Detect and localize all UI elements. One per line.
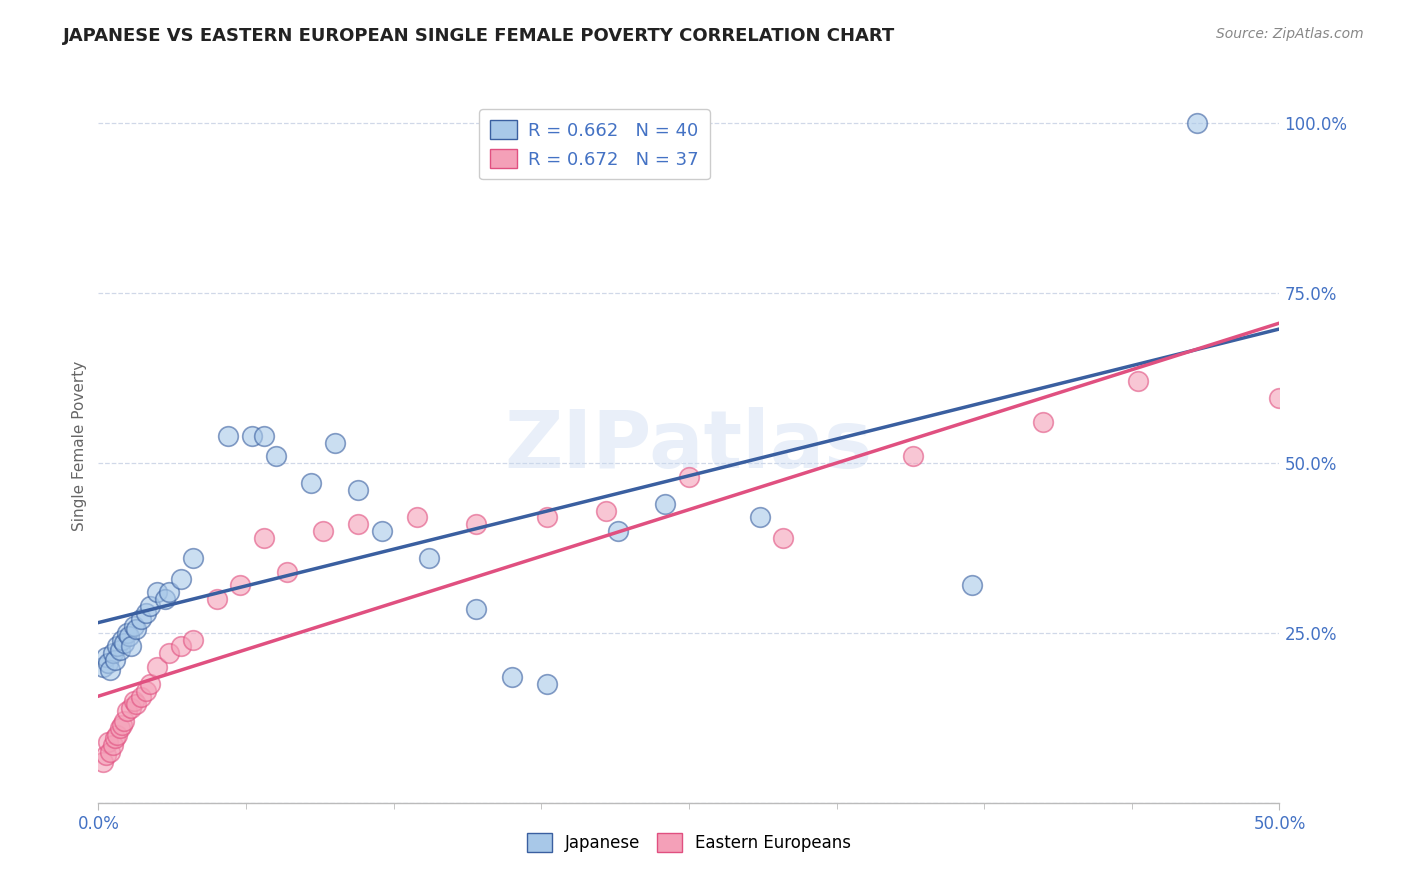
Text: ZIPatlas: ZIPatlas: [505, 407, 873, 485]
Point: [129, 690, 152, 705]
Point: [229, 578, 252, 592]
Point: [91, 755, 114, 769]
Point: [1268, 392, 1291, 406]
Point: [654, 497, 676, 511]
Point: [105, 640, 128, 654]
Point: [122, 619, 145, 633]
Point: [125, 623, 148, 637]
Point: [181, 632, 204, 647]
Legend: Japanese, Eastern Europeans: Japanese, Eastern Europeans: [520, 827, 858, 859]
Point: [595, 503, 617, 517]
Point: [1126, 375, 1149, 389]
Point: [139, 677, 162, 691]
Point: [465, 517, 488, 532]
Point: [772, 531, 794, 545]
Point: [347, 483, 370, 498]
Point: [1032, 415, 1054, 429]
Point: [135, 683, 157, 698]
Point: [347, 517, 370, 532]
Point: [115, 704, 138, 718]
Point: [108, 643, 131, 657]
Text: JAPANESE VS EASTERN EUROPEAN SINGLE FEMALE POVERTY CORRELATION CHART: JAPANESE VS EASTERN EUROPEAN SINGLE FEMA…: [63, 27, 896, 45]
Point: [115, 626, 138, 640]
Point: [157, 585, 180, 599]
Point: [112, 636, 135, 650]
Point: [406, 510, 429, 524]
Point: [1185, 116, 1208, 130]
Point: [418, 551, 440, 566]
Point: [139, 599, 162, 613]
Point: [170, 572, 193, 586]
Point: [146, 660, 169, 674]
Point: [104, 731, 127, 746]
Point: [98, 663, 121, 677]
Point: [111, 717, 134, 731]
Point: [276, 565, 298, 579]
Point: [217, 429, 239, 443]
Point: [253, 429, 276, 443]
Point: [170, 640, 193, 654]
Point: [125, 698, 148, 712]
Point: [118, 629, 141, 643]
Point: [94, 649, 117, 664]
Point: [501, 670, 523, 684]
Point: [129, 612, 152, 626]
Point: [465, 602, 488, 616]
Y-axis label: Single Female Poverty: Single Female Poverty: [72, 361, 87, 531]
Point: [371, 524, 394, 538]
Point: [122, 694, 145, 708]
Point: [240, 429, 263, 443]
Point: [101, 646, 124, 660]
Point: [323, 435, 346, 450]
Point: [94, 748, 117, 763]
Point: [121, 640, 143, 654]
Point: [748, 510, 770, 524]
Point: [105, 728, 128, 742]
Point: [678, 469, 700, 483]
Point: [312, 524, 335, 538]
Point: [536, 677, 558, 691]
Point: [121, 700, 143, 714]
Point: [181, 551, 204, 566]
Point: [253, 531, 276, 545]
Point: [157, 646, 180, 660]
Point: [104, 653, 127, 667]
Point: [299, 476, 322, 491]
Point: [264, 449, 287, 463]
Point: [536, 510, 558, 524]
Point: [98, 745, 121, 759]
Point: [135, 606, 157, 620]
Point: [112, 714, 135, 729]
Point: [205, 591, 228, 606]
Point: [607, 524, 630, 538]
Point: [146, 585, 169, 599]
Point: [962, 578, 984, 592]
Point: [903, 449, 925, 463]
Point: [101, 738, 124, 752]
Point: [108, 721, 131, 735]
Point: [153, 591, 176, 606]
Text: Source: ZipAtlas.com: Source: ZipAtlas.com: [1216, 27, 1364, 41]
Point: [91, 660, 114, 674]
Point: [111, 632, 134, 647]
Point: [97, 657, 120, 671]
Point: [97, 734, 120, 748]
